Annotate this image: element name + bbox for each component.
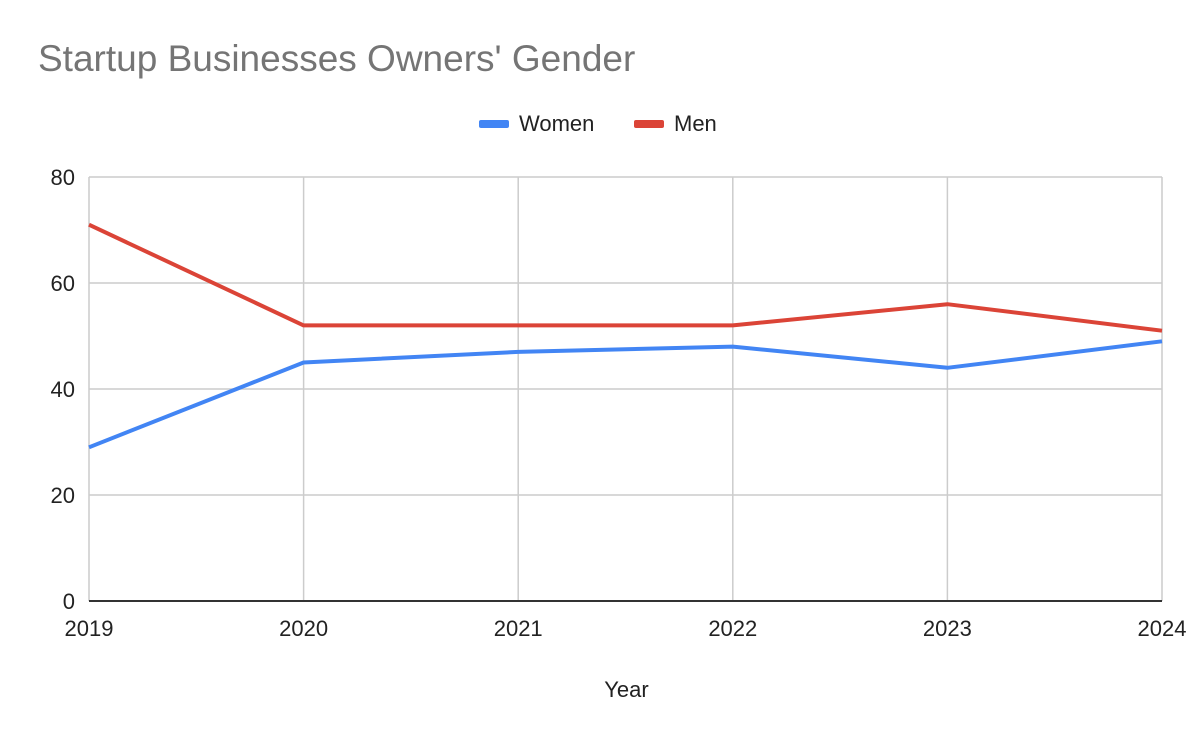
legend-item-men: Men bbox=[634, 109, 717, 139]
x-tick-label: 2022 bbox=[708, 616, 757, 641]
x-axis-title: Year bbox=[604, 677, 649, 702]
x-tick-label: 2023 bbox=[923, 616, 972, 641]
legend-label-women: Women bbox=[519, 111, 595, 136]
y-tick-label: 20 bbox=[51, 483, 75, 508]
y-tick-label: 60 bbox=[51, 271, 75, 296]
legend: Women Men bbox=[0, 109, 1200, 139]
y-tick-label: 40 bbox=[51, 377, 75, 402]
x-tick-label: 2024 bbox=[1138, 616, 1187, 641]
series-line-men bbox=[88, 222, 1163, 333]
x-tick-label: 2019 bbox=[65, 616, 114, 641]
y-tick-label: 80 bbox=[51, 165, 75, 190]
y-tick-label: 0 bbox=[63, 589, 75, 614]
legend-item-women: Women bbox=[479, 109, 594, 139]
legend-swatch-women bbox=[479, 120, 509, 128]
x-tick-label: 2020 bbox=[279, 616, 328, 641]
x-tick-label: 2021 bbox=[494, 616, 543, 641]
chart-title: Startup Businesses Owners' Gender bbox=[38, 38, 636, 79]
series-line-women bbox=[88, 339, 1163, 450]
legend-label-men: Men bbox=[674, 111, 717, 136]
legend-swatch-men bbox=[634, 120, 664, 128]
